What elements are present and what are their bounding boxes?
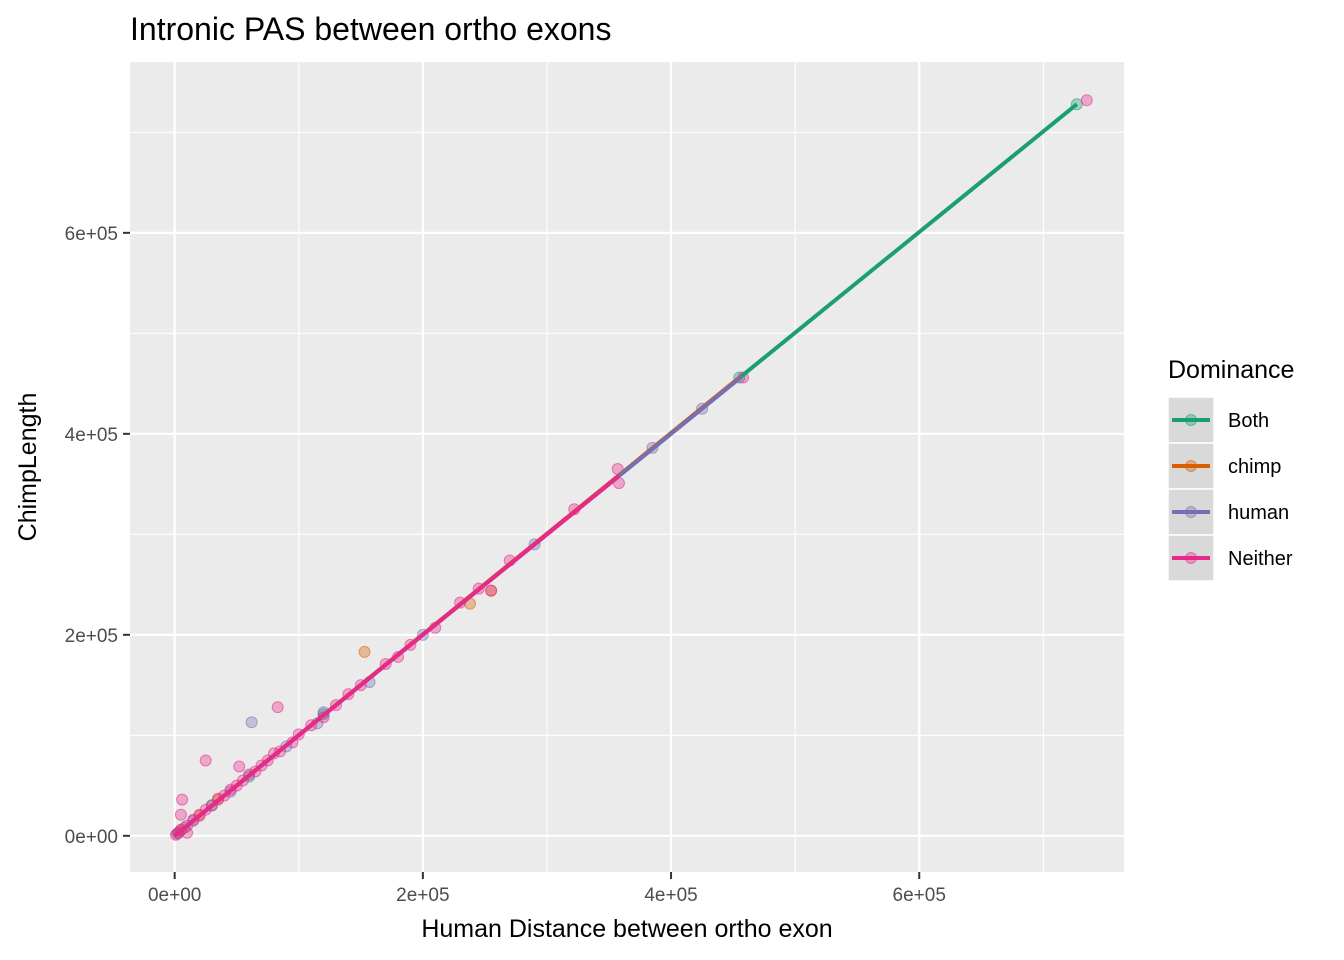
y-tick-label: 4e+05 — [65, 425, 118, 446]
point-neither — [233, 760, 246, 773]
x-axis-title: Human Distance between ortho exon — [421, 915, 832, 943]
point-chimp — [358, 645, 371, 658]
legend-key-point — [1185, 460, 1197, 472]
legend-item-human: human — [1167, 488, 1289, 536]
x-tick-label: 2e+05 — [396, 885, 449, 906]
axis-layer: 0e+00 2e+05 4e+05 6e+05 0e+00 2e+05 4e+05 6e+05 — [65, 224, 946, 906]
legend-label: Neither — [1228, 548, 1293, 570]
legend-key-point — [1185, 414, 1197, 426]
point-human — [245, 716, 258, 729]
legend-label: Both — [1228, 410, 1269, 432]
legend-keys: Both chimp human Neither — [1167, 396, 1293, 582]
legend: Dominance Both chimp human Neither — [1167, 356, 1294, 582]
y-tick-label: 0e+00 — [65, 827, 118, 848]
point-neither — [1080, 94, 1093, 107]
point-neither — [176, 793, 189, 806]
y-tick-label: 6e+05 — [65, 224, 118, 245]
point-neither — [199, 754, 212, 767]
trend-line-neither — [173, 474, 621, 838]
legend-label: human — [1228, 502, 1289, 524]
legend-item-both: Both — [1167, 396, 1269, 444]
legend-key-point — [1185, 506, 1197, 518]
legend-label: chimp — [1228, 456, 1281, 478]
y-axis-title: ChimpLength — [14, 393, 42, 542]
y-tick-label: 2e+05 — [65, 626, 118, 647]
x-tick-label: 6e+05 — [893, 885, 946, 906]
legend-key-point — [1185, 552, 1197, 564]
x-tick-label: 0e+00 — [148, 885, 201, 906]
x-tick-label: 4e+05 — [644, 885, 697, 906]
legend-title: Dominance — [1168, 356, 1294, 384]
legend-item-neither: Neither — [1167, 534, 1293, 582]
grid-layer — [130, 62, 1124, 872]
chart-title: Intronic PAS between ortho exons — [130, 11, 611, 47]
point-neither — [174, 808, 187, 821]
trend-line-layer — [173, 102, 1079, 838]
point-neither — [271, 701, 284, 714]
point-neither — [485, 584, 498, 597]
legend-item-chimp: chimp — [1167, 442, 1281, 490]
